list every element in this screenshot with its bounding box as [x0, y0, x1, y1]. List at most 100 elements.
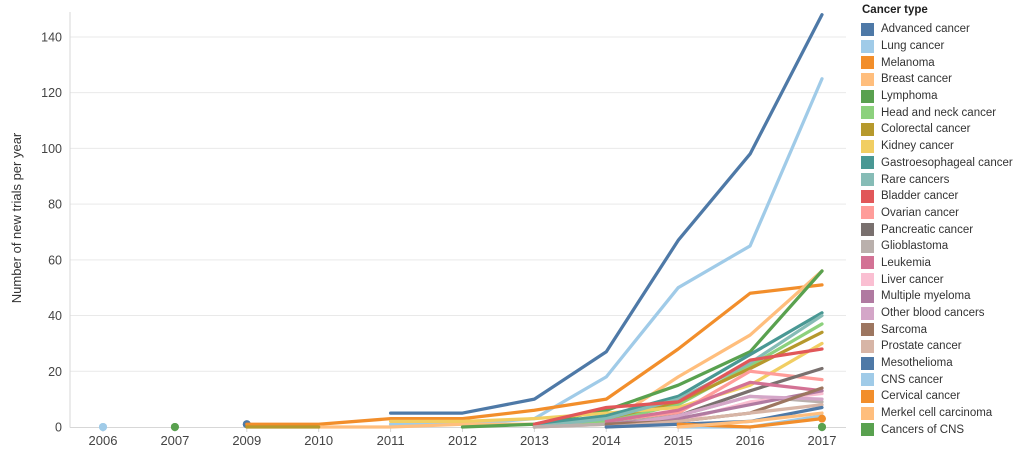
legend-label: Breast cancer [881, 73, 952, 86]
legend-label: Cancers of CNS [881, 423, 965, 436]
legend-item-mesothelioma: Mesothelioma [861, 355, 1021, 372]
legend-items: Advanced cancer Lung cancer Melanoma Breast… [861, 21, 1021, 438]
series-line-gastroesophageal-cancer [532, 311, 824, 426]
y-tick-label: 60 [48, 253, 62, 267]
legend-item-multiple-myeloma: Multiple myeloma [861, 288, 1021, 305]
x-tick-label: 2010 [304, 433, 333, 448]
legend-item-head-and-neck-cancer: Head and neck cancer [861, 104, 1021, 121]
legend-item-bladder-cancer: Bladder cancer [861, 188, 1021, 205]
legend-swatch-icon [861, 189, 874, 203]
y-tick-label: 120 [41, 86, 62, 100]
legend-swatch-icon [861, 39, 874, 53]
legend-label: Glioblastoma [881, 240, 949, 253]
legend-label: Liver cancer [881, 273, 944, 286]
legend-item-pancreatic-cancer: Pancreatic cancer [861, 221, 1021, 238]
legend-item-lymphoma: Lymphoma [861, 88, 1021, 105]
legend-item-ovarian-cancer: Ovarian cancer [861, 205, 1021, 222]
legend-swatch-icon [861, 173, 874, 187]
legend-item-sarcoma: Sarcoma [861, 321, 1021, 338]
y-tick-label: 40 [48, 309, 62, 323]
legend-swatch-icon [861, 122, 874, 136]
legend-label: CNS cancer [881, 373, 943, 386]
series-line-kidney-cancer [388, 341, 824, 424]
series-line-merkel-cell-carcinoma [676, 411, 824, 429]
legend-item-colorectal-cancer: Colorectal cancer [861, 121, 1021, 138]
legend-label: Bladder cancer [881, 190, 959, 203]
legend-label: Colorectal cancer [881, 123, 971, 136]
legend-item-glioblastoma: Glioblastoma [861, 238, 1021, 255]
series-line-leukemia [604, 380, 824, 424]
data-point-marker-lymphoma [170, 423, 179, 431]
legend-label: Lung cancer [881, 40, 945, 53]
series-line-head-and-neck-cancer [532, 322, 824, 429]
legend-swatch-icon [861, 323, 874, 337]
series-line-melanoma [245, 283, 824, 426]
legend-label: Pancreatic cancer [881, 223, 974, 236]
series-line-bladder-cancer [532, 347, 824, 426]
legend-swatch-icon [861, 239, 874, 253]
legend-label: Other blood cancers [881, 307, 985, 320]
legend-label: Ovarian cancer [881, 206, 959, 219]
legend-item-melanoma: Melanoma [861, 54, 1021, 71]
legend-item-cancers-of-cns: Cancers of CNS [861, 422, 1021, 439]
legend-label: Head and neck cancer [881, 106, 997, 119]
legend-label: Mesothelioma [881, 357, 953, 370]
legend-label: Cervical cancer [881, 390, 961, 403]
legend-swatch-icon [861, 423, 874, 437]
legend-swatch-icon [861, 156, 874, 170]
x-tick-label: 2014 [592, 433, 621, 448]
legend-swatch-icon [861, 89, 874, 103]
legend-swatch-icon [861, 373, 874, 387]
legend-item-cervical-cancer: Cervical cancer [861, 388, 1021, 405]
data-point-marker-cancers-of-cns [818, 423, 826, 431]
legend-swatch-icon [861, 356, 874, 370]
legend-label: Leukemia [881, 256, 931, 269]
legend-swatch-icon [861, 106, 874, 120]
y-tick-label: 0 [55, 421, 62, 435]
x-tick-label: 2016 [736, 433, 765, 448]
legend-swatch-icon [861, 389, 874, 403]
legend-swatch-icon [861, 22, 874, 36]
gridlines [70, 36, 846, 372]
legend-item-liver-cancer: Liver cancer [861, 271, 1021, 288]
legend-label: Melanoma [881, 56, 935, 69]
legend-label: Lymphoma [881, 90, 938, 103]
legend-label: Sarcoma [881, 323, 928, 336]
y-tick-label: 80 [48, 198, 62, 212]
data-point-marker-cervical-cancer [818, 414, 826, 423]
x-tick-label: 2017 [808, 433, 837, 448]
legend-item-breast-cancer: Breast cancer [861, 71, 1021, 88]
x-tick-label: 2013 [520, 433, 549, 448]
legend-item-lung-cancer: Lung cancer [861, 38, 1021, 55]
legend-label: Prostate cancer [881, 340, 962, 353]
axes [69, 12, 846, 432]
legend-swatch-icon [861, 289, 874, 303]
series-line-advanced-cancer [388, 13, 824, 415]
legend-swatch-icon [861, 223, 874, 237]
legend-item-leukemia: Leukemia [861, 255, 1021, 272]
legend-item-kidney-cancer: Kidney cancer [861, 138, 1021, 155]
x-tick-label: 2007 [160, 433, 189, 448]
legend-swatch-icon [861, 206, 874, 220]
legend-swatch-icon [861, 273, 874, 287]
legend-swatch-icon [861, 139, 874, 153]
x-tick-label: 2015 [664, 433, 693, 448]
legend-label: Merkel cell carcinoma [881, 407, 993, 420]
legend-label: Kidney cancer [881, 140, 954, 153]
legend-label: Advanced cancer [881, 23, 970, 36]
x-tick-label: 2011 [377, 433, 405, 448]
legend-item-gastroesophageal-cancer: Gastroesophageal cancer [861, 155, 1021, 172]
series-lines [99, 13, 826, 431]
legend-item-other-blood-cancers: Other blood cancers [861, 305, 1021, 322]
legend-swatch-icon [861, 306, 874, 320]
legend-item-cns-cancer: CNS cancer [861, 371, 1021, 388]
legend-swatch-icon [861, 406, 874, 420]
series-line-lymphoma [460, 269, 824, 429]
legend-item-merkel-cell-carcinoma: Merkel cell carcinoma [861, 405, 1021, 422]
legend-swatch-icon [861, 256, 874, 270]
y-tick-label: 140 [41, 30, 62, 44]
x-tick-label: 2006 [89, 433, 118, 448]
legend-label: Rare cancers [881, 173, 950, 186]
y-tick-label: 100 [41, 142, 62, 156]
